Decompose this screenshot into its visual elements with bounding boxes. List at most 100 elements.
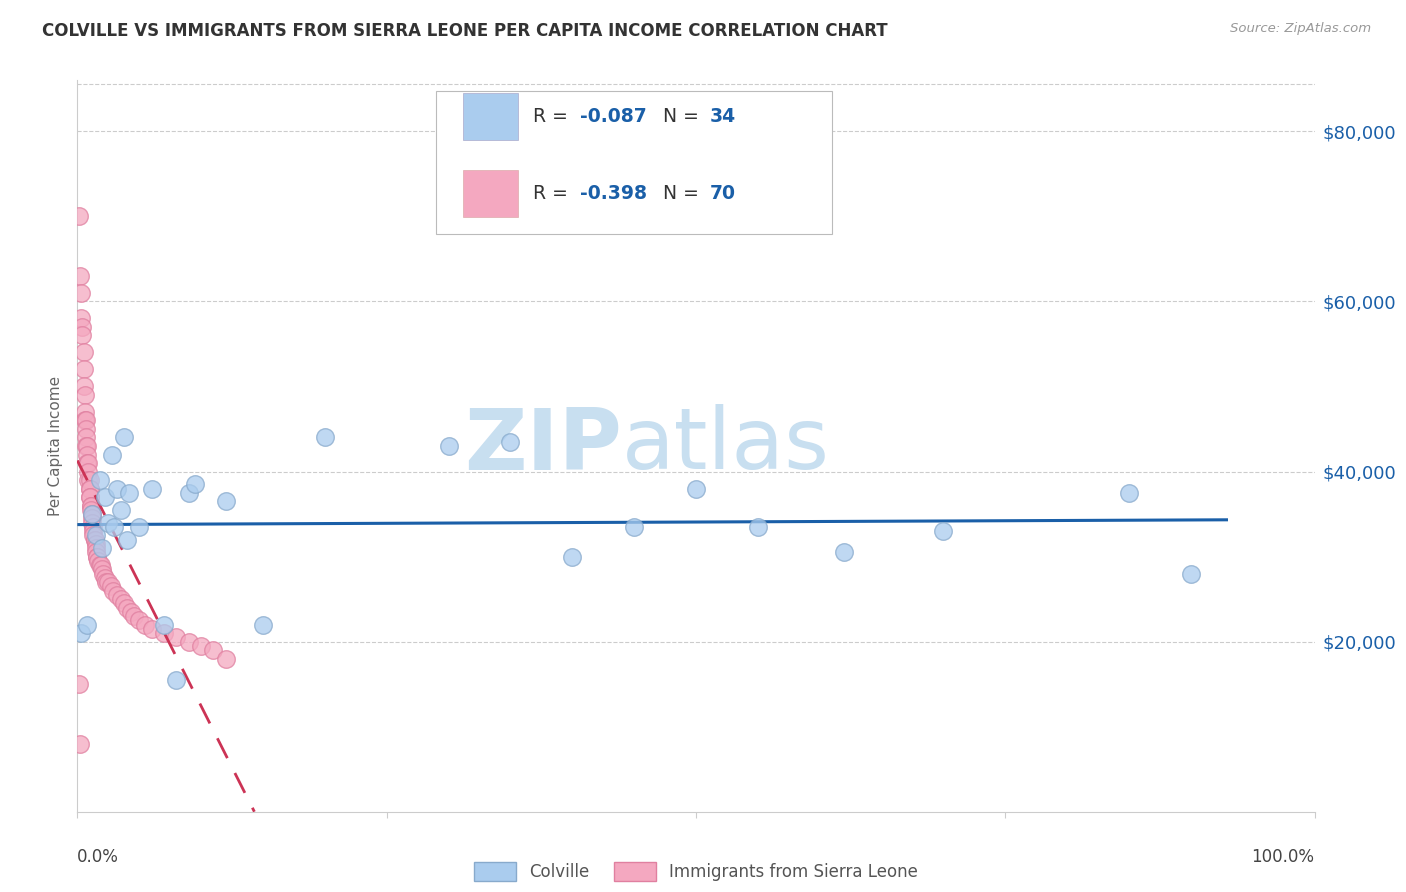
Point [79, 482, 101, 496]
Point [72, 362, 94, 376]
Point [314, 430, 336, 444]
Point [1180, 566, 1202, 581]
Point [128, 520, 150, 534]
Point [112, 596, 135, 610]
Point [76, 448, 98, 462]
Point [82, 507, 104, 521]
Point [82, 516, 104, 530]
Point [177, 634, 200, 648]
FancyBboxPatch shape [436, 91, 832, 234]
Point [122, 609, 145, 624]
Point [89, 473, 111, 487]
Point [215, 651, 238, 665]
Point [177, 485, 200, 500]
Point [91, 562, 114, 576]
Point [165, 673, 187, 687]
Point [184, 477, 207, 491]
Point [89, 558, 111, 572]
Point [110, 503, 132, 517]
Point [91, 566, 114, 581]
Point [100, 579, 122, 593]
Point [1118, 485, 1140, 500]
Point [73, 413, 96, 427]
Point [97, 575, 120, 590]
Point [103, 583, 125, 598]
Point [120, 605, 142, 619]
FancyBboxPatch shape [464, 94, 517, 140]
Point [83, 533, 105, 547]
Point [70, 285, 93, 300]
Point [80, 499, 103, 513]
Point [84, 528, 107, 542]
Point [153, 626, 176, 640]
Point [84, 537, 107, 551]
Point [70, 626, 93, 640]
Point [84, 545, 107, 559]
Point [67, 210, 90, 224]
Text: atlas: atlas [621, 404, 830, 488]
Point [105, 482, 128, 496]
Point [86, 549, 108, 564]
Point [82, 520, 104, 534]
Point [76, 439, 98, 453]
Point [82, 524, 104, 538]
Point [115, 600, 138, 615]
Point [215, 494, 238, 508]
Text: 34: 34 [710, 107, 735, 126]
Point [110, 592, 132, 607]
Point [252, 617, 274, 632]
Point [93, 490, 115, 504]
Y-axis label: Per Capita Income: Per Capita Income [48, 376, 63, 516]
Point [105, 588, 128, 602]
Legend: Colville, Immigrants from Sierra Leone: Colville, Immigrants from Sierra Leone [467, 855, 925, 888]
Point [72, 345, 94, 359]
Point [685, 482, 707, 496]
Point [79, 490, 101, 504]
Text: -0.398: -0.398 [579, 184, 647, 203]
Point [75, 422, 97, 436]
Point [73, 388, 96, 402]
Text: COLVILLE VS IMMIGRANTS FROM SIERRA LEONE PER CAPITA INCOME CORRELATION CHART: COLVILLE VS IMMIGRANTS FROM SIERRA LEONE… [42, 22, 887, 40]
Point [72, 379, 94, 393]
Point [93, 571, 115, 585]
Point [190, 639, 212, 653]
Point [73, 405, 96, 419]
Point [561, 549, 583, 564]
Point [128, 613, 150, 627]
Text: N =: N = [662, 184, 704, 203]
Point [69, 737, 91, 751]
Point [69, 268, 91, 283]
Point [94, 575, 117, 590]
Point [499, 434, 522, 449]
Point [82, 507, 104, 521]
Point [75, 413, 97, 427]
Text: N =: N = [662, 107, 704, 126]
Point [437, 439, 460, 453]
Text: ZIP: ZIP [464, 404, 621, 488]
Text: 100.0%: 100.0% [1251, 848, 1315, 866]
Point [747, 520, 769, 534]
Point [115, 533, 138, 547]
Point [141, 622, 163, 636]
Point [134, 617, 156, 632]
Point [72, 320, 94, 334]
Point [932, 524, 955, 538]
Point [79, 482, 101, 496]
Point [165, 631, 187, 645]
Point [101, 448, 124, 462]
Point [87, 554, 110, 568]
Point [76, 456, 98, 470]
Point [86, 549, 108, 564]
Point [80, 503, 103, 517]
Point [77, 473, 100, 487]
Point [91, 541, 114, 555]
Point [75, 430, 97, 444]
Point [75, 439, 97, 453]
Point [202, 643, 225, 657]
FancyBboxPatch shape [464, 170, 517, 217]
Point [79, 473, 101, 487]
Point [103, 520, 125, 534]
Point [82, 528, 104, 542]
Text: 70: 70 [710, 184, 735, 203]
Point [834, 545, 856, 559]
